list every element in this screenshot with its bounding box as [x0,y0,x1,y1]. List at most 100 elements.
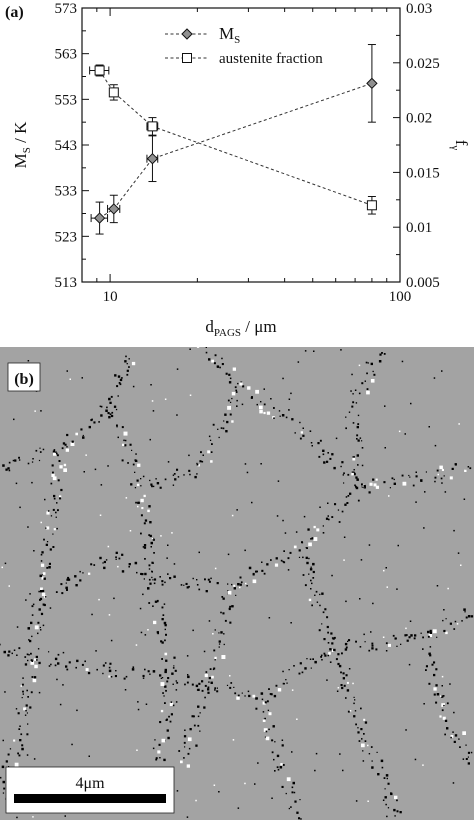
boundary-dot [234,692,237,695]
boundary-dot [344,503,347,506]
boundary-dot [393,478,395,481]
boundary-dot [56,502,58,504]
boundary-dot [293,665,295,667]
boundary-dot [134,561,138,565]
boundary-dot [454,734,458,737]
boundary-dot [434,476,437,479]
boundary-dot [364,641,366,643]
boundary-dot [197,688,200,691]
boundary-dot [184,746,186,748]
y-left-tick-label: 533 [55,184,78,200]
austenite-dot [366,390,370,395]
boundary-dot [80,428,83,431]
boundary-dot [177,476,180,478]
boundary-dot [39,597,43,601]
boundary-dot [205,590,208,593]
boundary-dot [64,815,66,817]
austenite-dot [388,643,391,647]
boundary-dot [452,782,455,784]
boundary-dot [364,740,367,742]
boundary-dot [173,665,175,667]
boundary-dot [152,747,155,750]
boundary-dot [115,408,118,411]
boundary-dot [93,421,96,424]
boundary-dot [175,689,178,691]
boundary-dot [153,552,155,554]
boundary-dot [99,556,102,560]
boundary-dot [183,757,185,759]
boundary-dot [187,675,190,679]
austenite-dot [153,620,157,625]
boundary-dot [401,474,404,477]
boundary-dot [318,455,321,458]
boundary-dot [263,403,266,406]
boundary-dot [106,406,108,409]
boundary-dot [381,352,383,354]
boundary-dot [214,659,216,661]
boundary-dot [81,377,83,379]
boundary-dot [193,724,196,727]
austenite-dot [296,718,298,720]
boundary-dot [144,572,147,576]
boundary-dot [268,617,271,619]
austenite-dot [85,668,89,672]
boundary-dot [191,715,194,718]
boundary-dot [341,461,344,464]
austenite-dot [405,627,407,630]
boundary-dot [103,560,106,564]
boundary-dot [273,694,277,698]
boundary-dot [147,587,150,590]
boundary-dot [107,412,110,415]
boundary-dot [415,471,417,473]
boundary-dot [152,562,154,564]
austenite-dot [363,718,366,721]
boundary-dot [361,382,364,385]
boundary-dot [149,521,152,524]
austenite-dot [265,736,270,741]
boundary-dot [31,461,34,463]
boundary-dot [308,573,310,575]
boundary-dot [310,442,313,444]
boundary-dot [331,642,334,645]
boundary-dot [29,639,32,643]
boundary-dot [289,551,292,554]
boundary-dot [52,450,56,453]
boundary-dot [57,653,60,656]
austenite-dot [447,587,449,590]
boundary-dot [261,569,264,572]
boundary-dot [42,448,45,451]
boundary-dot [307,528,310,531]
boundary-dot [263,388,265,390]
boundary-dot [274,770,276,772]
boundary-dot [28,639,30,641]
boundary-dot [285,416,288,419]
y-right-tick-label: 0.005 [406,275,440,291]
boundary-dot [427,630,430,634]
boundary-dot [28,654,30,656]
boundary-dot [38,459,41,462]
boundary-dot [15,708,18,710]
boundary-dot [161,580,164,583]
boundary-dot [3,787,6,790]
boundary-dot [275,684,278,687]
boundary-dot [436,636,438,638]
data-point-ms [146,152,159,165]
boundary-dot [225,430,228,433]
boundary-dot [30,691,33,694]
boundary-dot [65,586,68,590]
boundary-dot [260,463,262,465]
austenite-dot [259,405,263,410]
boundary-dot [164,639,166,642]
y-left-tick-label: 523 [55,229,78,245]
boundary-dot [351,373,353,376]
boundary-dot [429,646,432,648]
boundary-dot [2,464,5,467]
boundary-dot [440,477,443,480]
boundary-dot [343,472,345,475]
boundary-dot [406,634,408,636]
boundary-dot [246,471,249,474]
austenite-dot [136,483,140,487]
data-point-austenite [108,87,119,98]
boundary-dot [264,701,267,704]
boundary-dot [467,751,470,754]
